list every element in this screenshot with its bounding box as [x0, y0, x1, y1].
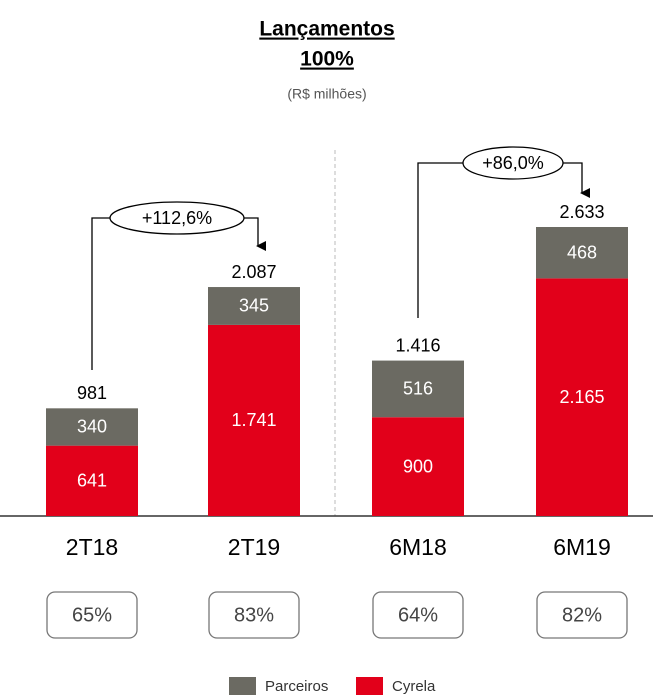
chart-note: (R$ milhões) — [287, 86, 366, 102]
value-label: 900 — [403, 456, 433, 476]
share-label: 82% — [562, 604, 602, 626]
bar-segment — [536, 278, 628, 516]
bar-segment — [208, 287, 300, 325]
share-label: 83% — [234, 604, 274, 626]
value-label: 516 — [403, 379, 433, 399]
bar-segment — [536, 227, 628, 279]
total-label: 981 — [77, 383, 107, 403]
legend-swatch — [229, 677, 256, 695]
value-label: 641 — [77, 471, 107, 491]
bar-segment — [372, 360, 464, 418]
growth-bubble — [109, 201, 245, 235]
growth-label: +86,0% — [482, 153, 544, 173]
growth-arrow — [91, 217, 258, 370]
chart-subtitle: 100% — [300, 48, 354, 71]
value-label: 345 — [239, 296, 269, 316]
share-box — [372, 591, 464, 639]
total-label: 2.087 — [231, 262, 276, 282]
chart-title: Lançamentos — [259, 18, 394, 41]
value-label: 1.741 — [231, 410, 276, 430]
share-label: 64% — [398, 604, 438, 626]
value-label: 2.165 — [559, 387, 604, 407]
share-box — [208, 591, 300, 639]
bar-segment — [46, 408, 138, 446]
bar-segment — [208, 324, 300, 516]
share-box — [46, 591, 138, 639]
value-label: 340 — [77, 417, 107, 437]
legend-label: Cyrela — [392, 678, 436, 695]
value-label: 468 — [567, 242, 597, 262]
bar-segment — [46, 445, 138, 516]
x-tick-label: 6M19 — [553, 534, 611, 560]
x-tick-label: 2T18 — [66, 534, 118, 560]
growth-arrow — [417, 162, 582, 318]
x-tick-label: 2T19 — [228, 534, 280, 560]
legend-swatch — [356, 677, 383, 695]
growth-bubble — [462, 146, 564, 180]
growth-label: +112,6% — [142, 208, 212, 228]
share-box — [536, 591, 628, 639]
legend-label: Parceiros — [265, 678, 328, 695]
total-label: 1.416 — [395, 335, 440, 355]
share-label: 65% — [72, 604, 112, 626]
x-tick-label: 6M18 — [389, 534, 447, 560]
total-label: 2.633 — [559, 202, 604, 222]
bar-segment — [372, 417, 464, 516]
